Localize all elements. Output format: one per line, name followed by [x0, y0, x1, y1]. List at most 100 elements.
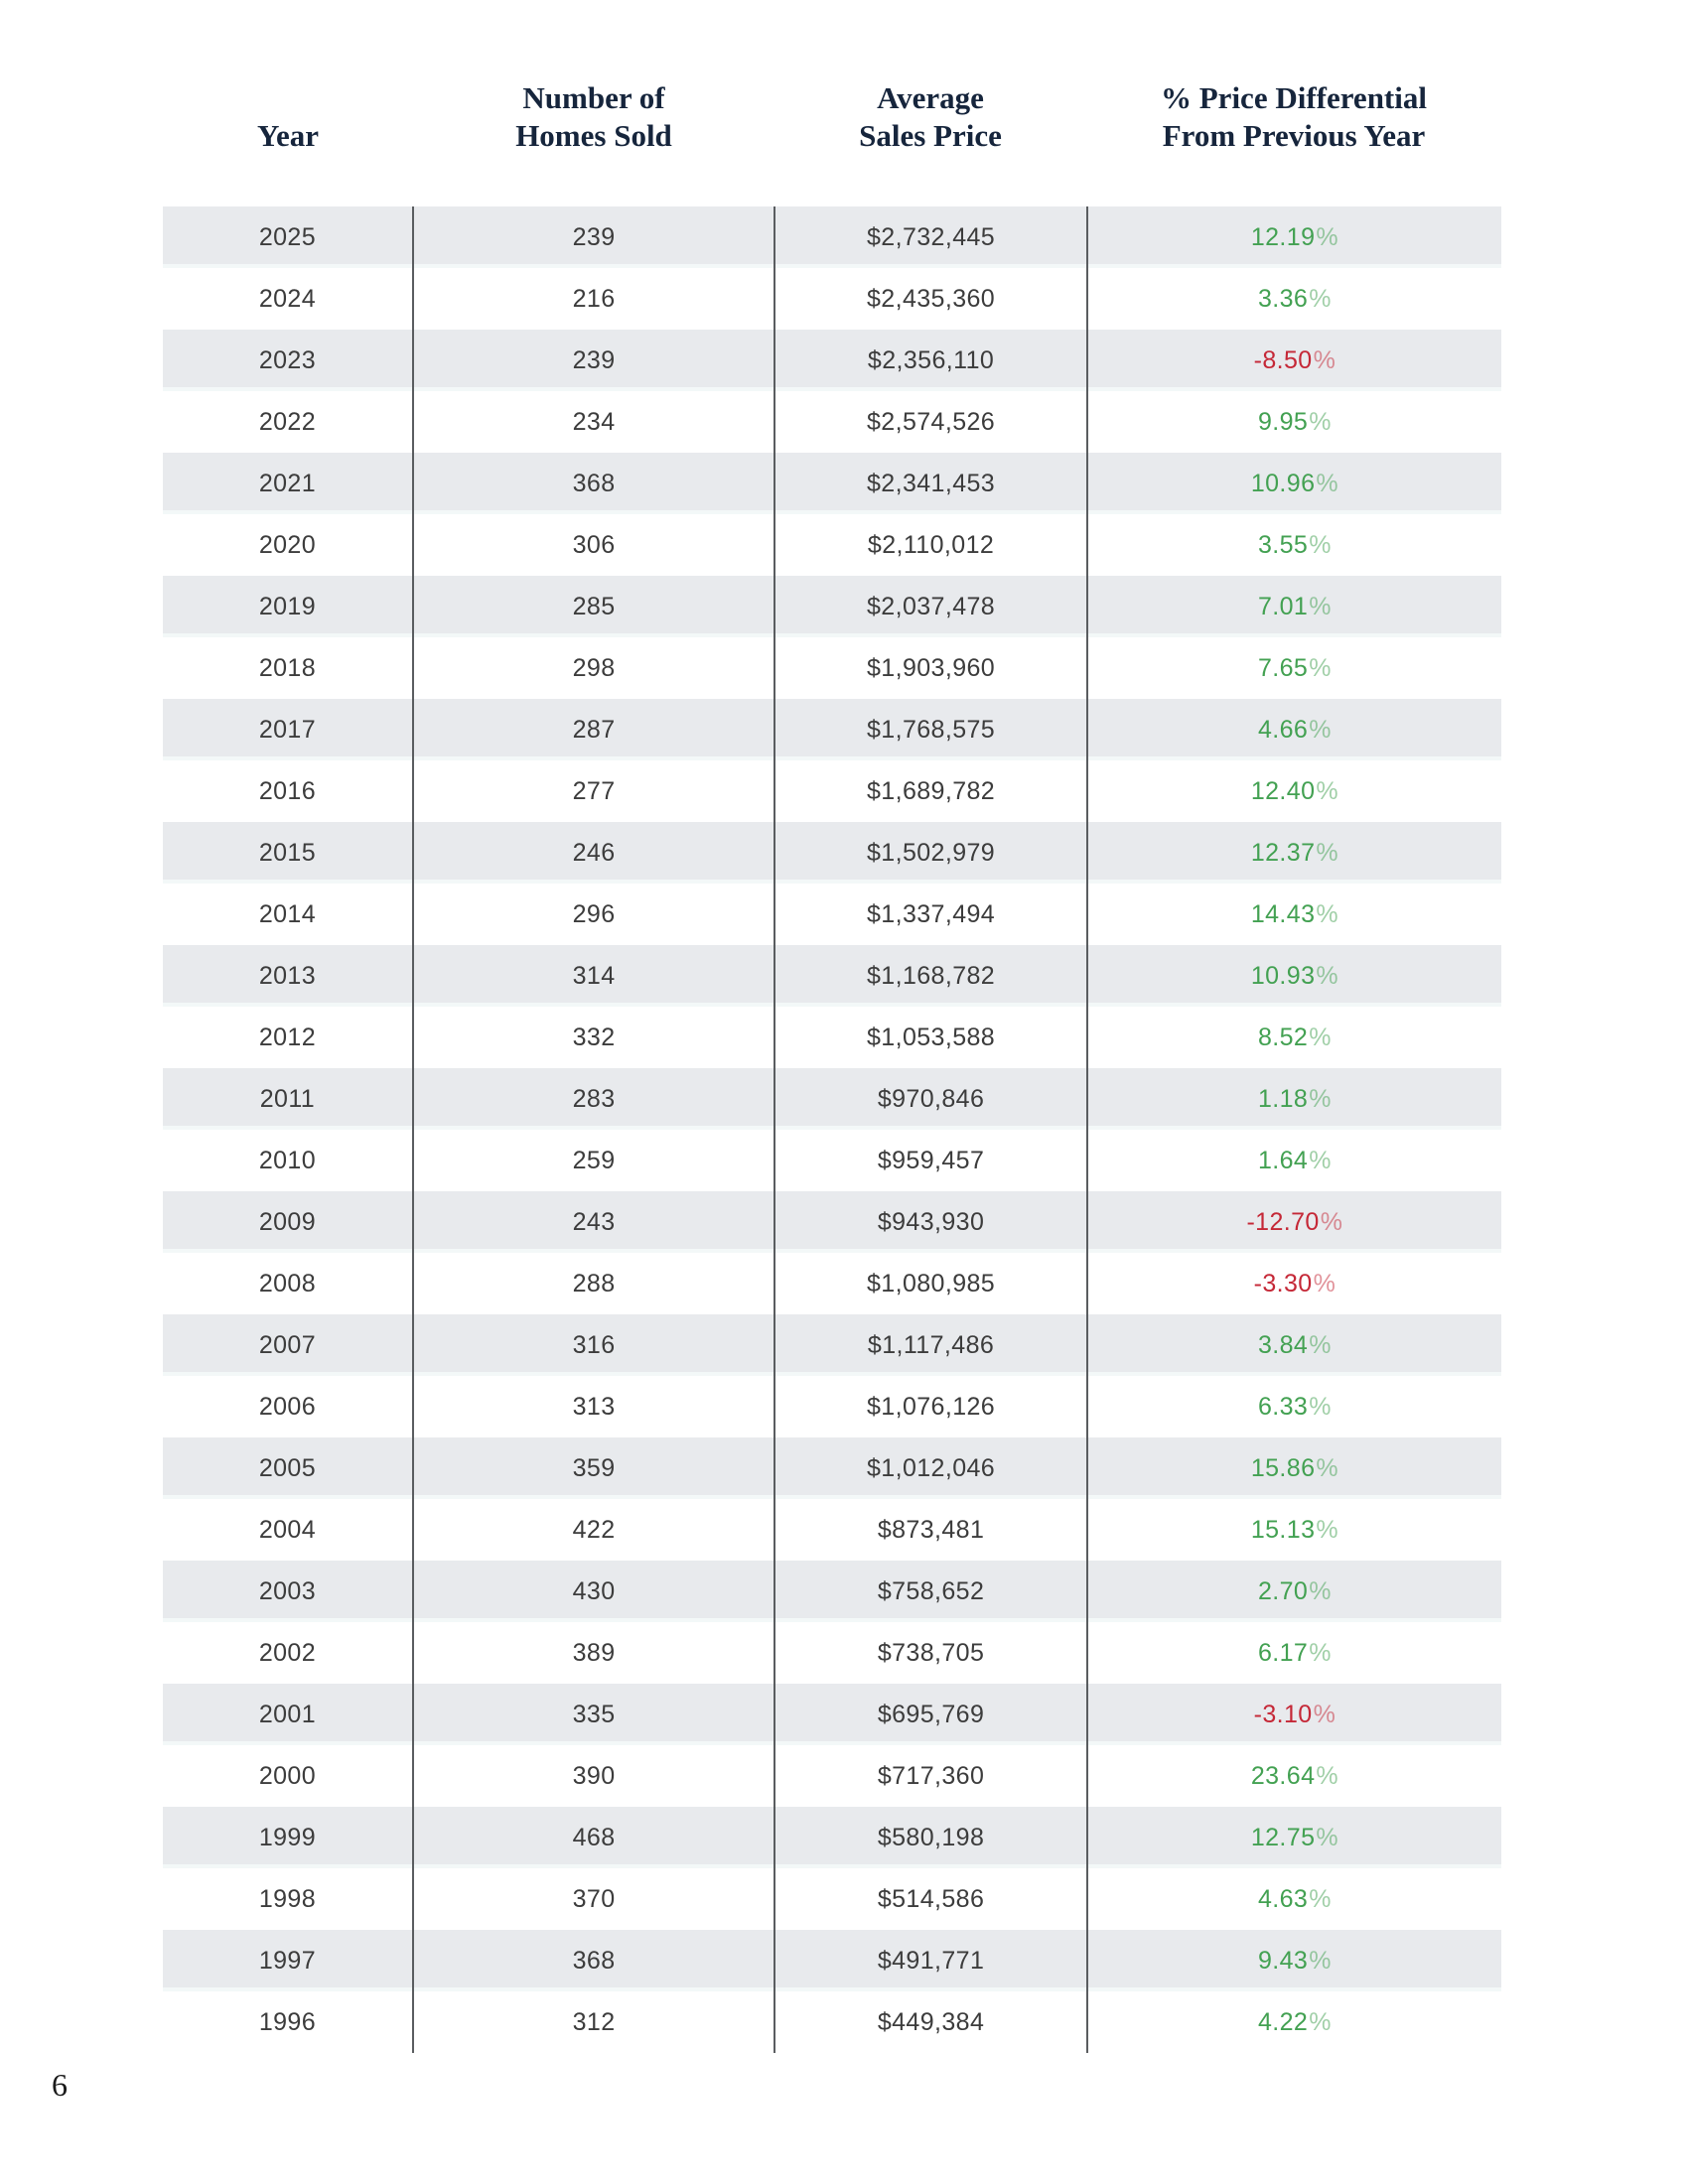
year-cell: 2008: [163, 1253, 414, 1314]
homes-sold-cell: 314: [414, 945, 776, 1007]
homes-sold-cell: 277: [414, 760, 776, 822]
homes-sold-cell: 239: [414, 330, 776, 391]
year-cell: 2025: [163, 206, 414, 268]
column-header-3: % Price Differential From Previous Year: [1161, 80, 1427, 154]
avg-price-cell: $695,769: [775, 1684, 1088, 1745]
table-row: 2016 277 $1,689,782 12.40%: [163, 760, 1501, 822]
year-cell: 2015: [163, 822, 414, 884]
price-diff-cell: 1.18%: [1088, 1068, 1501, 1130]
year-cell: 1999: [163, 1807, 414, 1868]
price-diff-cell: 6.33%: [1088, 1376, 1501, 1437]
price-diff-cell: 7.01%: [1088, 576, 1501, 637]
percent-symbol: %: [1309, 1576, 1332, 1605]
homes-sold-cell: 368: [414, 1930, 776, 1991]
homes-sold-cell: 313: [414, 1376, 776, 1437]
percent-symbol: %: [1313, 1700, 1336, 1728]
price-diff-cell: 12.40%: [1088, 760, 1501, 822]
price-diff-cell: -12.70%: [1088, 1191, 1501, 1253]
avg-price-cell: $2,732,445: [775, 206, 1088, 268]
percent-symbol: %: [1316, 1823, 1339, 1851]
percent-symbol: %: [1316, 899, 1339, 928]
price-diff-value: 15.86: [1250, 1453, 1316, 1482]
avg-price-cell: $2,037,478: [775, 576, 1088, 637]
table-row: 1999 468 $580,198 12.75%: [163, 1807, 1501, 1868]
percent-symbol: %: [1309, 407, 1332, 436]
homes-sold-cell: 390: [414, 1745, 776, 1807]
price-diff-value: 6.33: [1257, 1392, 1309, 1421]
price-diff-cell: 15.86%: [1088, 1437, 1501, 1499]
percent-symbol: %: [1309, 1084, 1332, 1113]
percent-symbol: %: [1316, 961, 1339, 990]
price-diff-value: 3.36: [1257, 284, 1309, 313]
table-row: 2011 283 $970,846 1.18%: [163, 1068, 1501, 1130]
homes-sold-cell: 430: [414, 1561, 776, 1622]
price-diff-value: 9.95: [1257, 407, 1309, 436]
price-diff-cell: 3.55%: [1088, 514, 1501, 576]
price-diff-value: 4.22: [1257, 2007, 1309, 2036]
year-cell: 2011: [163, 1068, 414, 1130]
table-row: 2009 243 $943,930 -12.70%: [163, 1191, 1501, 1253]
table-row: 1996 312 $449,384 4.22%: [163, 1991, 1501, 2053]
homes-sold-cell: 296: [414, 884, 776, 945]
price-diff-cell: 10.96%: [1088, 453, 1501, 514]
percent-symbol: %: [1309, 715, 1332, 744]
price-diff-cell: 3.84%: [1088, 1314, 1501, 1376]
column-header-2: Average Sales Price: [859, 80, 1002, 154]
price-diff-value: 12.40: [1250, 776, 1316, 805]
year-cell: 2005: [163, 1437, 414, 1499]
percent-symbol: %: [1320, 1207, 1343, 1236]
price-diff-cell: 23.64%: [1088, 1745, 1501, 1807]
table-row: 2012 332 $1,053,588 8.52%: [163, 1007, 1501, 1068]
percent-symbol: %: [1316, 469, 1339, 497]
percent-symbol: %: [1316, 1453, 1339, 1482]
price-diff-cell: -3.30%: [1088, 1253, 1501, 1314]
price-diff-value: 1.18: [1257, 1084, 1309, 1113]
price-diff-cell: 9.95%: [1088, 391, 1501, 453]
column-header-1: Number of Homes Sold: [515, 80, 672, 154]
price-diff-cell: 10.93%: [1088, 945, 1501, 1007]
table-row: 2015 246 $1,502,979 12.37%: [163, 822, 1501, 884]
percent-symbol: %: [1309, 1946, 1332, 1975]
table-row: 2007 316 $1,117,486 3.84%: [163, 1314, 1501, 1376]
price-diff-value: 1.64: [1257, 1146, 1309, 1174]
year-cell: 2016: [163, 760, 414, 822]
avg-price-cell: $514,586: [775, 1868, 1088, 1930]
table-row: 2014 296 $1,337,494 14.43%: [163, 884, 1501, 945]
price-diff-value: 7.65: [1257, 653, 1309, 682]
price-diff-value: 4.63: [1257, 1884, 1309, 1913]
avg-price-cell: $1,053,588: [775, 1007, 1088, 1068]
year-cell: 1997: [163, 1930, 414, 1991]
avg-price-cell: $1,168,782: [775, 945, 1088, 1007]
year-cell: 2007: [163, 1314, 414, 1376]
percent-symbol: %: [1309, 530, 1332, 559]
price-diff-cell: 4.63%: [1088, 1868, 1501, 1930]
table-row: 2013 314 $1,168,782 10.93%: [163, 945, 1501, 1007]
percent-symbol: %: [1309, 1884, 1332, 1913]
year-cell: 2000: [163, 1745, 414, 1807]
price-diff-value: 12.75: [1250, 1823, 1316, 1851]
avg-price-cell: $2,341,453: [775, 453, 1088, 514]
price-diff-cell: 15.13%: [1088, 1499, 1501, 1561]
price-diff-cell: 7.65%: [1088, 637, 1501, 699]
table-row: 2003 430 $758,652 2.70%: [163, 1561, 1501, 1622]
price-diff-cell: 2.70%: [1088, 1561, 1501, 1622]
table-row: 2001 335 $695,769 -3.10%: [163, 1684, 1501, 1745]
price-diff-cell: -3.10%: [1088, 1684, 1501, 1745]
percent-symbol: %: [1309, 1392, 1332, 1421]
homes-sold-cell: 288: [414, 1253, 776, 1314]
avg-price-cell: $738,705: [775, 1622, 1088, 1684]
table-row: 1998 370 $514,586 4.63%: [163, 1868, 1501, 1930]
table-row: 2000 390 $717,360 23.64%: [163, 1745, 1501, 1807]
year-cell: 2001: [163, 1684, 414, 1745]
avg-price-cell: $873,481: [775, 1499, 1088, 1561]
homes-sold-cell: 335: [414, 1684, 776, 1745]
percent-symbol: %: [1316, 776, 1339, 805]
price-diff-cell: 6.17%: [1088, 1622, 1501, 1684]
avg-price-cell: $1,080,985: [775, 1253, 1088, 1314]
avg-price-cell: $2,356,110: [775, 330, 1088, 391]
table-row: 2008 288 $1,080,985 -3.30%: [163, 1253, 1501, 1314]
price-diff-value: -3.10: [1253, 1700, 1313, 1728]
table-row: 2019 285 $2,037,478 7.01%: [163, 576, 1501, 637]
table-row: 2021 368 $2,341,453 10.96%: [163, 453, 1501, 514]
percent-symbol: %: [1313, 345, 1336, 374]
